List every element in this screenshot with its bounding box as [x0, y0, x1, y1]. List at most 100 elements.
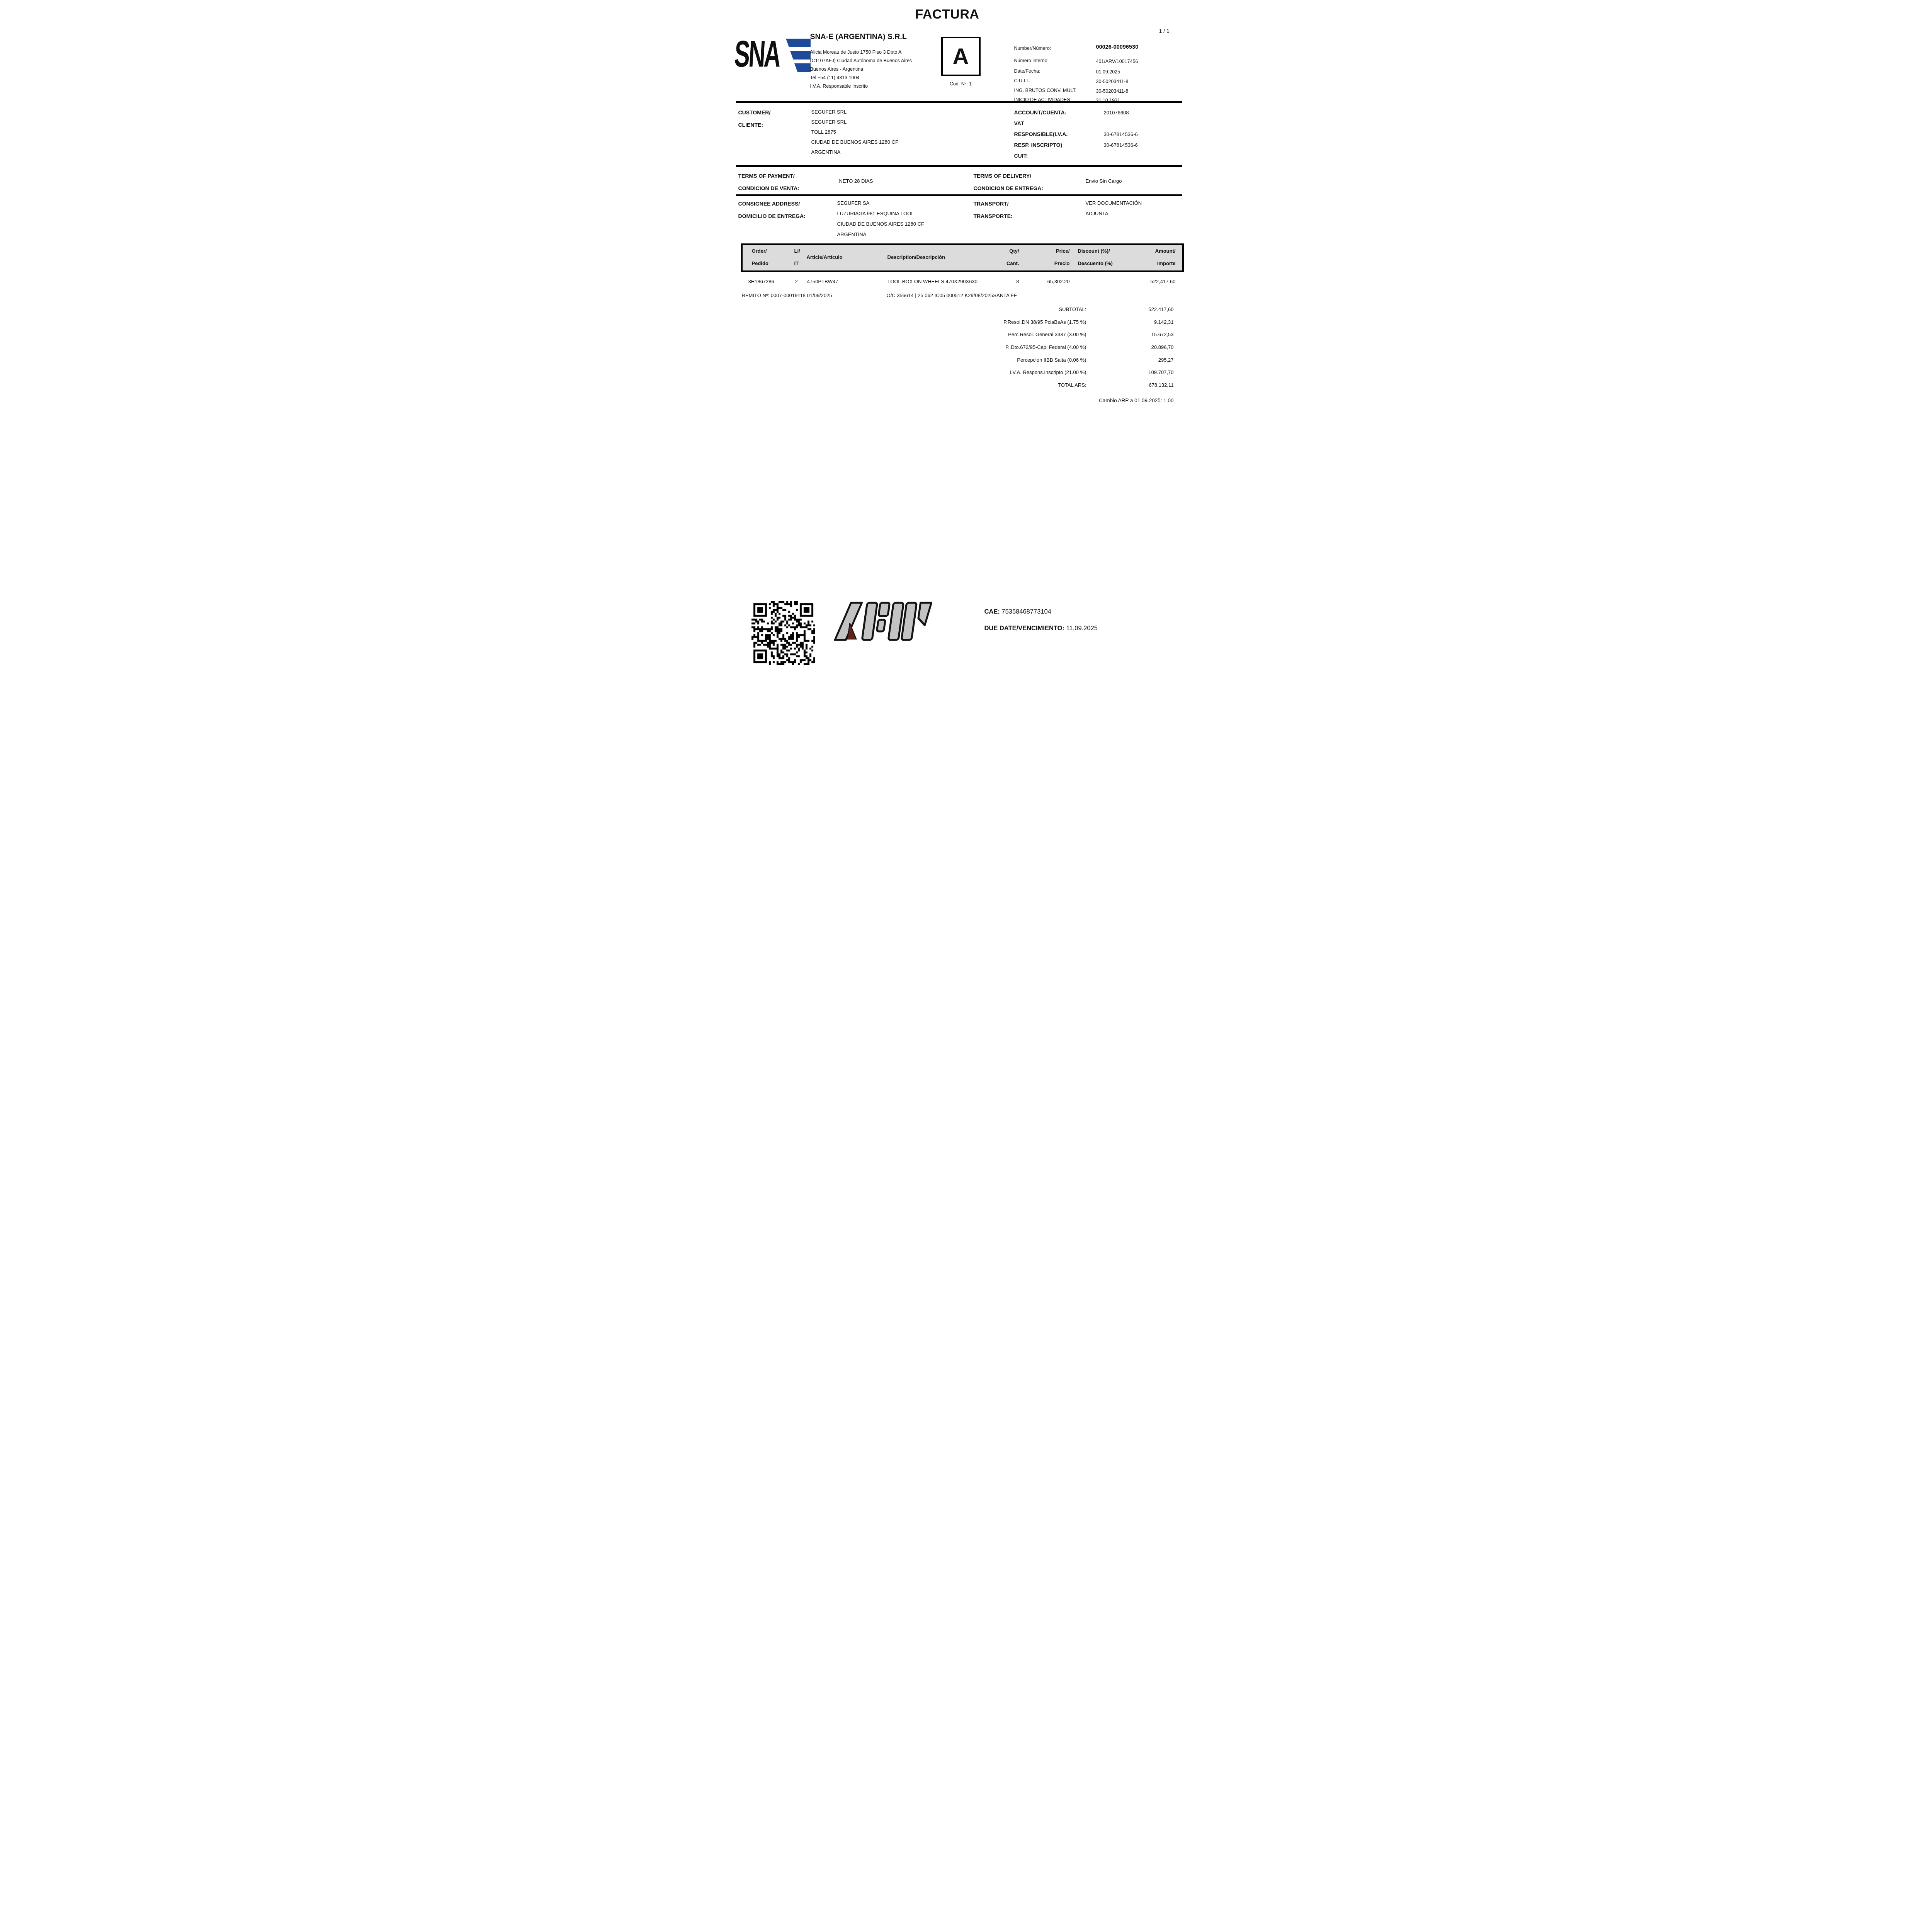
account-value: 201076608: [1103, 110, 1129, 116]
total-row-value: 522.417,60: [1148, 306, 1174, 312]
sna-logo-text: SNA: [733, 33, 781, 75]
consignee-label-es: DOMICILIO DE ENTREGA:: [738, 213, 806, 219]
item-amount: 522,417.60: [1150, 279, 1176, 284]
invoice-title: FACTURA: [915, 7, 979, 22]
total-row-label: I.V.A. Respons.Inscripto (21.00 %): [1010, 369, 1086, 375]
payment-label-es: CONDICION DE VENTA:: [738, 185, 799, 191]
invoice-type-letter: A: [952, 44, 969, 69]
internal-number: 401/ARV/10017456: [1096, 59, 1138, 64]
total-row-label: SUBTOTAL:: [1059, 306, 1086, 312]
vat-cuit-value: 30-67814536-6: [1103, 142, 1138, 148]
total-row-label: Perc.Resol. General 3337 (3.00 %): [1008, 332, 1086, 337]
page-number: 1 / 1: [1159, 28, 1170, 34]
col-price-es: Precio: [1054, 260, 1070, 266]
customer-label-es: CLIENTE:: [738, 122, 763, 128]
due-date-label: DUE DATE/VENCIMIENTO:: [984, 625, 1064, 632]
item-article: 4750PTBW47: [807, 279, 838, 284]
total-row-value: 15.672,53: [1151, 332, 1174, 337]
company-address-line: Buenos Aires - Argentina: [810, 66, 864, 72]
company-address-line: (C1107AFJ) Ciudad Autónoma de Buenos Air…: [810, 58, 912, 63]
cae-label: CAE:: [984, 608, 1000, 615]
divider: [736, 101, 1182, 103]
consignee-label-en: CONSIGNEE ADDRESS/: [738, 201, 800, 207]
afip-logo-icon: [834, 602, 932, 641]
delivery-label-en: TERMS OF DELIVERY/: [973, 173, 1032, 179]
item-order: 3H1867286: [748, 279, 774, 284]
item-qty: 8: [1016, 279, 1019, 284]
total-row-value: 20.896,70: [1151, 344, 1174, 350]
vat-label-4: CUIT:: [1014, 153, 1028, 159]
sna-logo-bars-icon: [785, 39, 811, 72]
item-line-no: 2: [795, 279, 798, 284]
total-row-value: 109.707,70: [1148, 369, 1174, 375]
col-article: Article/Artículo: [806, 254, 843, 260]
cae-value: 75358468773104: [1000, 608, 1051, 615]
total-row-value: 295,27: [1158, 357, 1174, 363]
delivery-terms-value: Envio Sin Cargo: [1085, 178, 1122, 184]
total-row-label: P..Dto.672/95-Capi Federal (4.00 %): [1005, 344, 1086, 350]
col-order-es: Pedido: [751, 260, 768, 266]
ing-brutos-value: 30-50203411-8: [1096, 88, 1129, 94]
transport-line: ADJUNTA: [1085, 211, 1108, 216]
cuit-value: 30-50203411-8: [1096, 79, 1129, 84]
meta-label: Date/Fecha:: [1014, 68, 1040, 74]
remito-reference: REMITO Nº: 0007-00019118 01/09/2025: [741, 293, 832, 298]
grand-total-value: 678.132,11: [1149, 382, 1174, 388]
delivery-label-es: CONDICION DE ENTREGA:: [973, 185, 1043, 191]
meta-label: INICIO DE ACTIVIDADES: [1014, 97, 1070, 102]
invoice-number: 00026-00096530: [1096, 44, 1139, 50]
company-address: Alicia Moreau de Justo 1750 Piso 3 Dpto …: [810, 48, 912, 90]
meta-label: Number/Número:: [1014, 46, 1051, 51]
col-qty-es: Cant.: [1006, 260, 1019, 266]
vat-label-3: RESP. INSCRIPTO): [1014, 142, 1063, 148]
divider: [736, 165, 1182, 167]
vat-label-1: VAT: [1014, 120, 1024, 126]
transport-label-en: TRANSPORT/: [973, 201, 1009, 207]
col-li-es: IT: [794, 260, 799, 266]
consignee-line: SEGUFER SA: [837, 200, 870, 206]
col-description: Description/Descripción: [887, 254, 945, 260]
invoice-type-code: Cod. Nº: 1: [949, 81, 972, 87]
col-discount-es: Descuento (%): [1078, 260, 1113, 266]
customer-line: SEGUFER SRL: [811, 119, 847, 125]
payment-terms-value: NETO 28 DIAS: [839, 178, 873, 184]
total-row-value: 9.142,31: [1154, 319, 1174, 325]
transport-line: VER DOCUMENTACIÓN: [1085, 200, 1142, 206]
transport-label-es: TRANSPORTE:: [973, 213, 1013, 219]
due-date-line: DUE DATE/VENCIMIENTO: 11.09.2025: [984, 625, 1098, 632]
company-address-line: Tel +54 (11) 4313 1004: [810, 75, 860, 80]
total-row-label: P.Resol.DN 38/95 PciaBsAs (1.75 %): [1003, 319, 1086, 325]
col-order-en: Order/: [751, 248, 767, 254]
due-date-value: 11.09.2025: [1064, 625, 1098, 632]
col-qty-en: Qty/: [1009, 248, 1019, 254]
meta-label: C.U.I.T.: [1014, 78, 1030, 83]
meta-label: ING. BRUTOS CONV. MULT.: [1014, 88, 1077, 93]
customer-label-en: CUSTOMER/: [738, 109, 771, 116]
payment-label-en: TERMS OF PAYMENT/: [738, 173, 795, 179]
oc-reference: O/C 356614 | 25 062 IC05 000512 K29/08/2…: [886, 293, 1017, 298]
customer-line: SEGUFER SRL: [811, 109, 847, 115]
col-amount-en: Amount/: [1155, 248, 1176, 254]
consignee-line: CIUDAD DE BUENOS AIRES 1280 CF: [837, 221, 924, 227]
col-li-en: Li/: [794, 248, 800, 254]
customer-line: TOLL 2875: [811, 129, 836, 135]
item-price: 65,302.20: [1047, 279, 1070, 284]
invoice-type-box: A: [941, 37, 981, 76]
col-amount-es: Importe: [1157, 260, 1176, 266]
company-address-line: Alicia Moreau de Justo 1750 Piso 3 Dpto …: [810, 49, 902, 55]
item-description: TOOL BOX ON WHEELS 470X290X630: [887, 279, 978, 284]
vat-label-2: RESPONSIBLE(I.V.A.: [1014, 131, 1068, 137]
divider: [736, 194, 1182, 196]
grand-total-label: TOTAL ARS:: [1058, 382, 1086, 388]
company-logo: SNA: [733, 33, 812, 79]
consignee-line: ARGENTINA: [837, 231, 867, 237]
vat-cuit-value: 30-67814536-6: [1103, 131, 1138, 137]
invoice-page: 1 / 1 FACTURA SNA SNA-E (ARGENTINA) S.R.…: [718, 0, 1198, 678]
items-table-header: Order/ Pedido Li/ IT Article/Artículo De…: [741, 243, 1184, 272]
qr-code: [751, 601, 815, 665]
total-row-label: Percepcion IIBB Salta (0.06 %): [1017, 357, 1086, 363]
consignee-line: LUZURIAGA 981 ESQUINA TOOL: [837, 211, 914, 216]
invoice-date: 01.09.2025: [1096, 69, 1120, 75]
exchange-rate-note: Cambio ARP a 01.09.2025: 1.00: [1099, 398, 1174, 403]
company-name: SNA-E (ARGENTINA) S.R.L: [810, 32, 907, 41]
